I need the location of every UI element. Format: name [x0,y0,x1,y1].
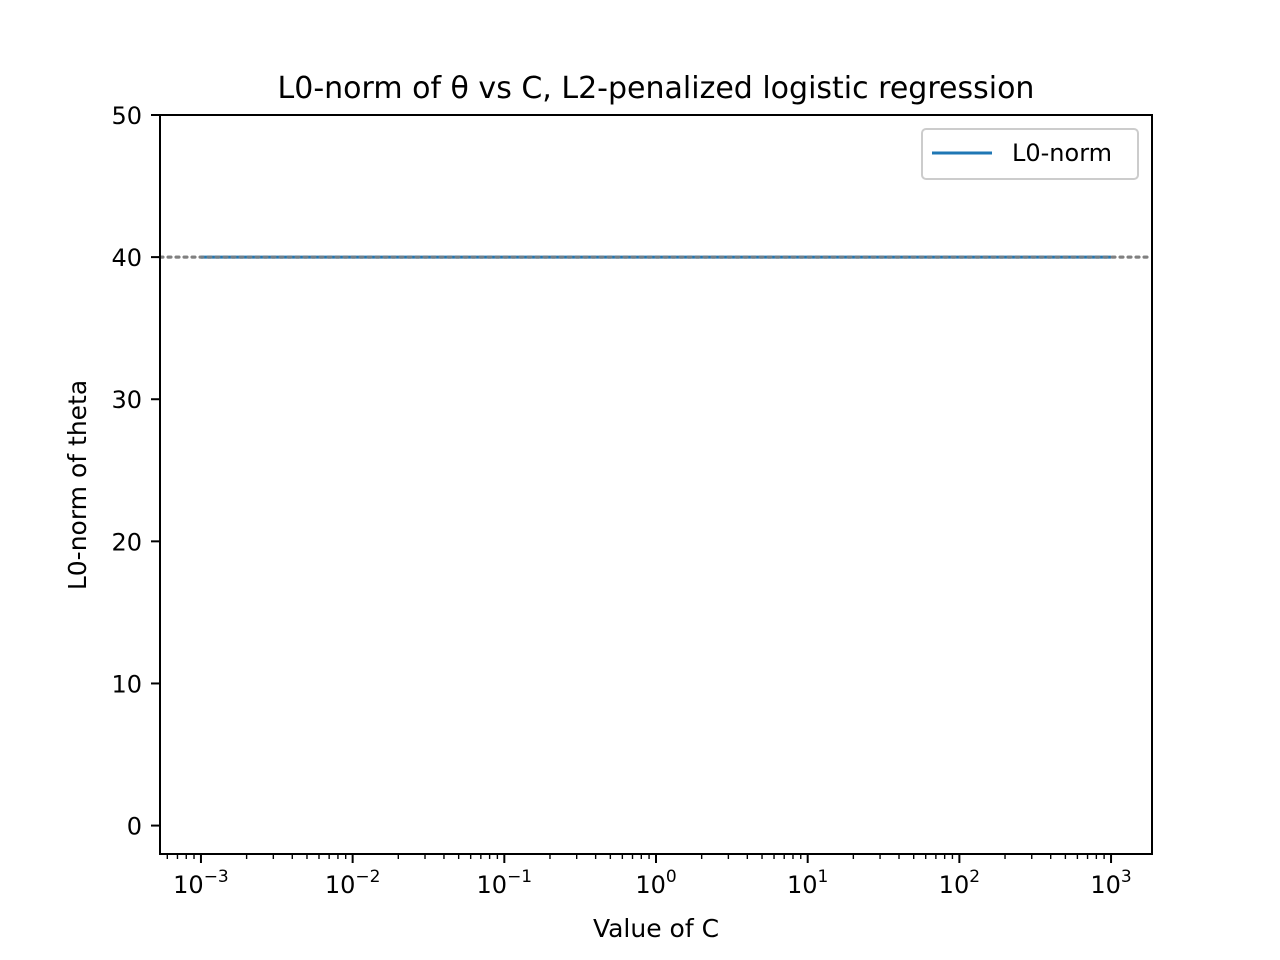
y-axis-label: L0-norm of theta [63,380,92,590]
legend-box [921,128,1139,180]
y-tick-label: 10 [111,670,142,698]
y-tick-label: 0 [127,813,142,841]
x-tick-label: 102 [939,867,980,899]
x-tick-label: 10−3 [173,867,229,899]
x-tick-label: 10−2 [325,867,381,899]
y-tick-label: 20 [111,528,142,556]
y-tick-label: 30 [111,386,142,414]
x-axis-label: Value of C [593,914,719,943]
legend: L0-norm [921,128,1139,180]
x-tick-label: 10−1 [477,867,533,899]
x-tick-label: 103 [1090,867,1131,899]
x-tick-label: 100 [635,867,676,899]
x-tick-label: 101 [787,867,828,899]
y-tick-label: 50 [111,102,142,130]
y-tick-label: 40 [111,244,142,272]
plot-area: 0 10 20 30 40 50 10−3 10−2 10−1 100 101 102 103 L0-no… [111,102,1154,899]
chart-title: L0-norm of θ vs C, L2-penalized logistic… [278,71,1035,106]
legend-label: L0-norm [1012,139,1112,167]
